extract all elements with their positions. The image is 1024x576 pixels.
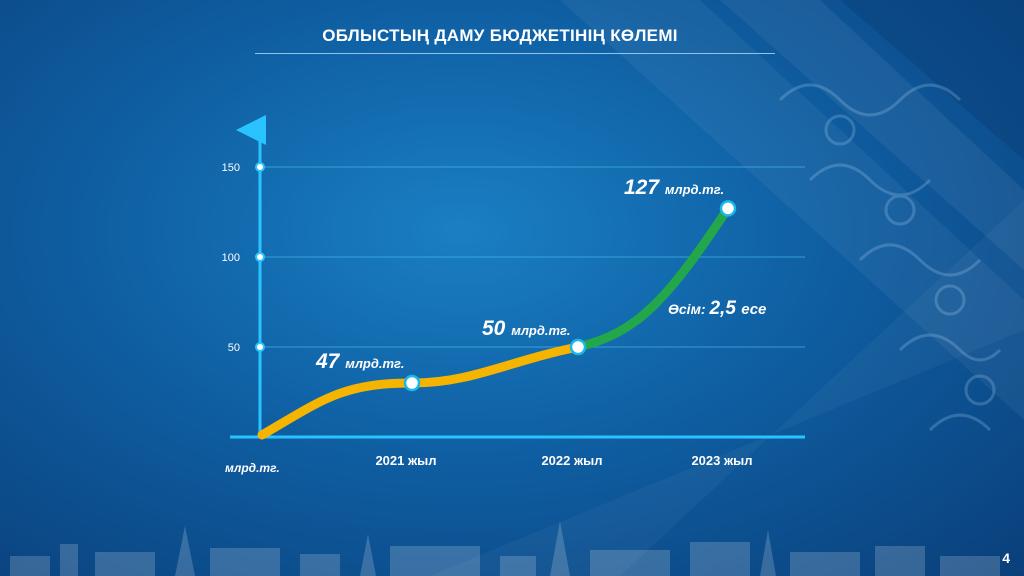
y-axis-label: млрд.тг. [225,461,280,475]
growth-annotation: Өсім: 2,5 есе [668,298,766,319]
data-point-1 [569,338,587,356]
series-line-early [257,342,583,440]
series-line-growth [573,203,733,352]
slide-title: ОБЛЫСТЫҢ ДАМУ БЮДЖЕТІНІҢ КӨЛЕМІ [322,26,678,45]
y-tick-label-150: 150 [222,162,240,174]
page-number: 4 [1002,550,1010,566]
data-label-0: 47 млрд.тг. [315,350,404,373]
x-tick-label-1: 2022 жыл [541,453,602,468]
data-point-0 [403,374,421,392]
data-point-2 [719,200,737,217]
y-tick-marker-100 [255,252,265,262]
x-tick-label-0: 2021 жыл [375,453,436,468]
gridlines [262,166,805,348]
title-underline [255,53,775,54]
y-tick-marker-50 [255,342,265,352]
y-tick-marker-150 [255,162,265,172]
y-tick-label-50: 50 [228,342,240,354]
data-label-2: 127 млрд.тг. [624,176,724,199]
x-tick-label-2: 2023 жыл [691,453,752,468]
ornament-pattern [778,83,1002,432]
data-label-1: 50 млрд.тг. [482,317,570,340]
y-tick-label-100: 100 [222,252,240,264]
city-skyline [10,521,1000,576]
